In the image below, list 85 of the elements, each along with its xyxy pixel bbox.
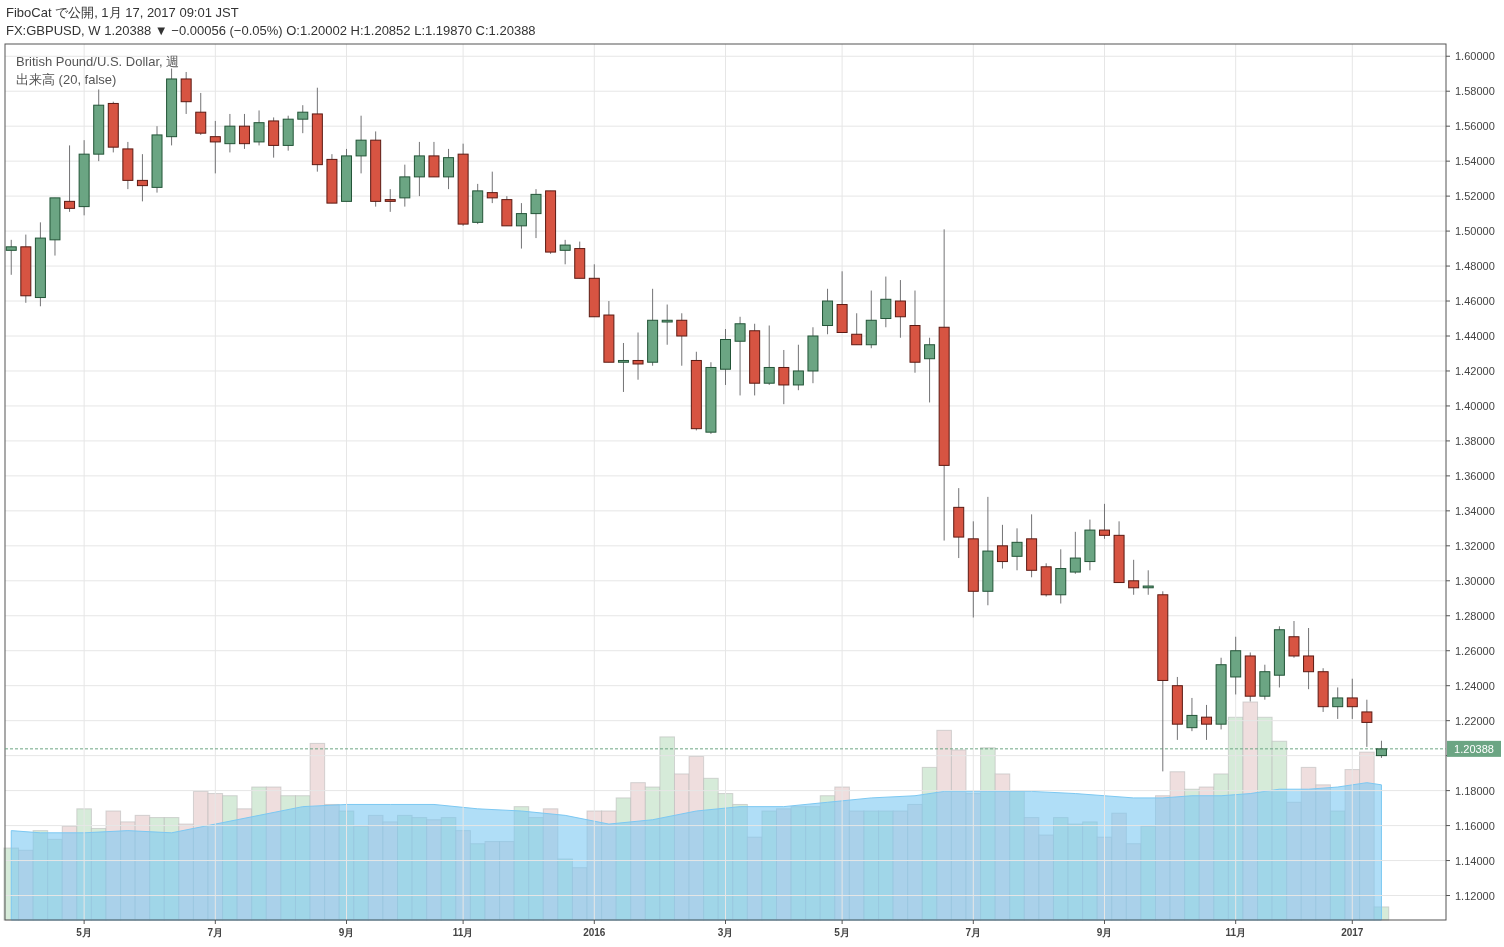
candlestick [355, 115, 367, 174]
candlestick [661, 304, 673, 346]
x-tick-label: 9月 [1096, 927, 1113, 938]
x-tick-label: 11月 [1225, 927, 1246, 938]
candlestick [1303, 627, 1315, 690]
candlestick [195, 92, 207, 136]
candlestick [617, 342, 629, 393]
y-tick-label: 1.42000 [1455, 364, 1495, 377]
candlestick [1346, 678, 1358, 720]
y-tick-label: 1.22000 [1455, 714, 1495, 727]
x-tick-label: 3月 [717, 927, 734, 938]
candlestick [880, 276, 892, 328]
candlestick [180, 71, 192, 115]
candlestick [1098, 503, 1110, 540]
y-tick-label: 1.30000 [1455, 574, 1495, 587]
text: British Pound/U.S. Dollar, 週 [16, 54, 180, 69]
y-tick-label: 1.32000 [1455, 539, 1495, 552]
candlestick [384, 188, 396, 213]
y-tick-label: 1.36000 [1455, 469, 1495, 482]
x-tick-label: 2016 [583, 927, 606, 938]
candlestick [894, 279, 906, 339]
candlestick [297, 104, 309, 134]
candlestick [1361, 699, 1373, 748]
chart-title: 出来高 (20, false) [16, 72, 117, 87]
y-tick-label: 1.48000 [1455, 260, 1495, 273]
y-tick-label: 1.12000 [1455, 889, 1495, 902]
candlestick [734, 316, 746, 396]
y-tick-label: 1.38000 [1455, 434, 1495, 447]
candlestick [515, 202, 527, 250]
candlestick [238, 113, 250, 150]
y-tick-label: 1.24000 [1455, 679, 1495, 692]
y-tick-label: 1.58000 [1455, 85, 1495, 98]
y-tick-label: 1.56000 [1455, 120, 1495, 133]
x-tick-label: 11月 [452, 927, 474, 938]
candlestick [428, 141, 440, 178]
y-tick-label: 1.44000 [1455, 330, 1495, 342]
candlestick [763, 325, 775, 386]
candlestick [996, 524, 1008, 570]
candlestick [209, 120, 221, 174]
candlestick [559, 239, 571, 265]
candlestick [1142, 569, 1154, 596]
y-tick-label: 1.26000 [1455, 644, 1495, 657]
candlestick [399, 164, 411, 208]
candlestick [64, 144, 76, 213]
y-tick-label: 1.18000 [1455, 784, 1495, 797]
y-tick-label: 1.50000 [1455, 225, 1495, 238]
candlestick [486, 171, 498, 204]
x-tick-label: 9月 [338, 927, 355, 938]
y-tick-label: 1.14000 [1455, 854, 1495, 867]
candlestick [530, 188, 542, 239]
x-tick-label: 5月 [834, 927, 850, 938]
x-tick-label: 2017 [1341, 927, 1364, 938]
y-tick-label: 1.52000 [1455, 190, 1495, 203]
candlestick [792, 344, 804, 391]
text: FiboCat で公開, 1月 17, 2017 09:01 JST [6, 5, 239, 20]
candlestick [676, 312, 688, 367]
candlestick [1069, 531, 1081, 575]
x-tick-label: 5月 [76, 927, 92, 938]
y-tick-label: 1.60000 [1455, 50, 1495, 63]
candlestick [851, 312, 863, 346]
ref-line-label: 1.20388 [1454, 742, 1494, 755]
candlestick [1201, 704, 1213, 741]
candlestick [443, 148, 455, 190]
y-tick-label: 1.40000 [1455, 399, 1495, 412]
candlestick [1332, 686, 1344, 720]
y-tick-label: 1.34000 [1455, 504, 1495, 517]
y-tick-label: 1.46000 [1455, 295, 1495, 308]
candlestick [224, 113, 236, 153]
candlestick [5, 239, 17, 276]
candlestick [253, 109, 265, 146]
candlestick [1011, 527, 1023, 571]
candlestick [1128, 559, 1140, 596]
y-tick-label: 1.28000 [1455, 609, 1495, 622]
candlestick [778, 349, 790, 405]
candlestick [632, 332, 644, 381]
text: FX:GBPUSD, W 1.20388 ▼ −0.00056 (−0.05%) O:1.20002 H:1.20852 L:1.19870 C:1.20388 [6, 23, 536, 38]
x-tick-label: 7月 [965, 927, 982, 938]
candlestick [1186, 697, 1198, 732]
x-tick-label: 7月 [207, 927, 224, 938]
candlestick [1288, 620, 1300, 659]
y-tick-label: 1.16000 [1455, 819, 1495, 832]
candlestick [136, 153, 148, 202]
candlestick [924, 337, 936, 403]
candlestick [413, 141, 425, 197]
y-tick-label: 1.54000 [1455, 155, 1495, 168]
